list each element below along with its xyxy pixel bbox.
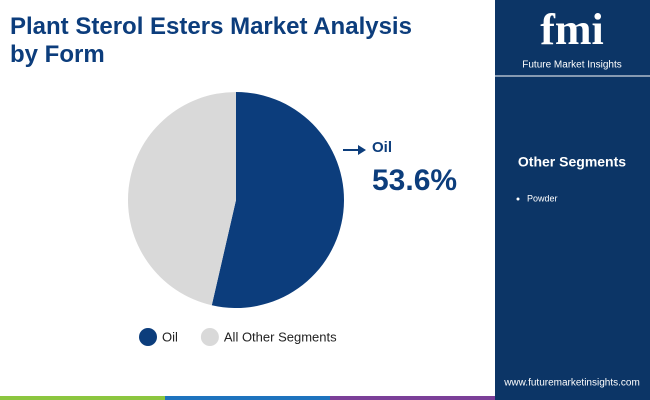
url: www.futuremarketinsights.com xyxy=(503,378,640,389)
footer-strip xyxy=(0,396,165,400)
logo: fmi xyxy=(540,5,604,54)
pie-slice xyxy=(127,92,236,306)
footer-strip xyxy=(330,396,495,400)
callout-category: Oil xyxy=(372,139,392,156)
legend-marker xyxy=(200,328,219,346)
sidebar-heading: Other Segments xyxy=(518,154,626,170)
side-panel xyxy=(495,0,650,400)
title-line: by Form xyxy=(10,41,105,68)
legend-marker xyxy=(139,328,157,346)
callout-arrowhead xyxy=(358,145,366,155)
plot: Oil 53.6% Oil All Other Segments xyxy=(127,92,457,346)
data-label: 53.6% xyxy=(372,164,457,197)
sidebar-item: Powder xyxy=(527,193,558,203)
chart-title: Plant Sterol Esters Market Analysis by Fo… xyxy=(10,13,412,68)
legend-label: Oil xyxy=(162,329,178,344)
footer-strip xyxy=(165,396,330,400)
brand-name: Future Market Insights xyxy=(522,60,621,71)
legend-label: All Other Segments xyxy=(224,329,337,344)
bullet xyxy=(516,197,520,201)
pie-slice xyxy=(211,92,344,308)
footer-strip xyxy=(495,396,650,400)
title-line: Plant Sterol Esters Market Analysis xyxy=(10,13,412,40)
